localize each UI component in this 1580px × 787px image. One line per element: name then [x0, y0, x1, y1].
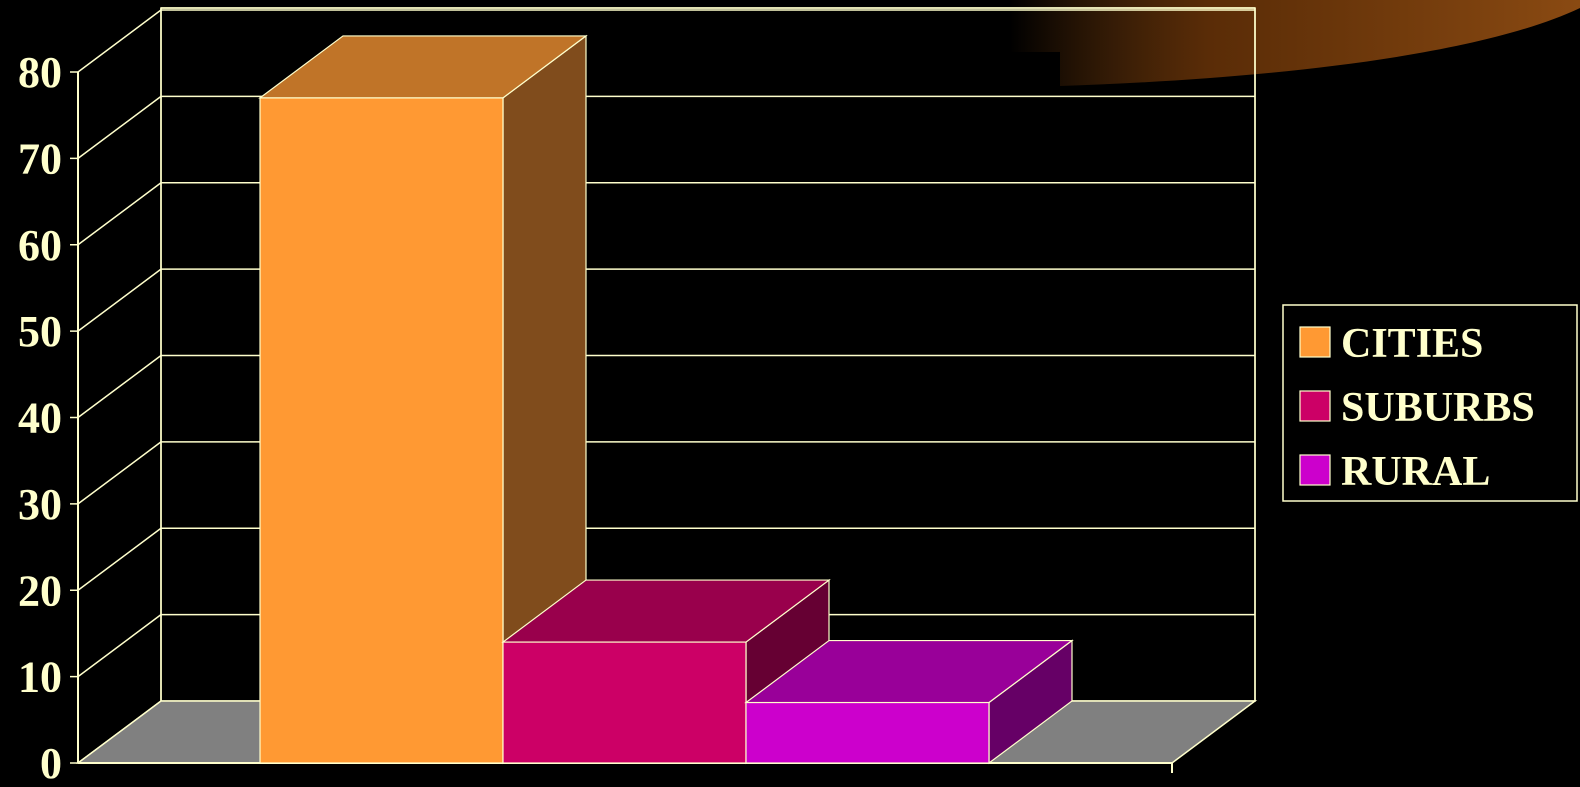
side-wall-gridline — [77, 527, 162, 591]
y-tick-label: 0 — [40, 739, 62, 787]
bar-cities — [258, 34, 588, 765]
side-wall-gridline — [77, 268, 162, 332]
bar-front-face — [502, 641, 747, 764]
legend-label: SUBURBS — [1341, 385, 1535, 431]
legend-label: CITIES — [1341, 321, 1483, 367]
bar-front-face — [259, 97, 504, 764]
side-wall-gridline — [77, 354, 162, 419]
y-tick-label: 30 — [18, 480, 62, 529]
y-tick-label: 20 — [18, 566, 62, 615]
y-tick-label: 60 — [18, 221, 62, 270]
legend-swatch — [1299, 454, 1331, 486]
side-wall-gridline — [77, 9, 162, 73]
bar-front-face — [745, 701, 990, 764]
legend-item-rural: RURAL — [1299, 449, 1490, 495]
y-tick-label: 10 — [18, 653, 62, 702]
side-wall-gridline — [77, 441, 162, 505]
side-wall-gridline — [77, 614, 162, 678]
legend-box — [1282, 304, 1578, 502]
legend-item-suburbs: SUBURBS — [1299, 385, 1535, 431]
legend-label: RURAL — [1341, 449, 1490, 495]
y-tick-label: 40 — [18, 394, 62, 443]
side-wall-gridline — [77, 182, 162, 246]
y-axis-tick-labels: 0 10 20 30 40 50 60 70 80 — [18, 48, 62, 787]
legend-item-cities: CITIES — [1299, 321, 1483, 367]
bars — [258, 34, 1074, 765]
y-tick-label: 80 — [18, 48, 62, 97]
y-tick-label: 50 — [18, 307, 62, 356]
background-swoosh — [1010, 0, 1580, 86]
legend: CITIES SUBURBS RURAL — [1282, 304, 1578, 502]
bar-rural — [744, 639, 1074, 765]
side-wall-gridline — [77, 95, 162, 159]
legend-swatch — [1299, 326, 1331, 358]
y-tick-label: 70 — [18, 134, 62, 183]
legend-swatch — [1299, 390, 1331, 422]
